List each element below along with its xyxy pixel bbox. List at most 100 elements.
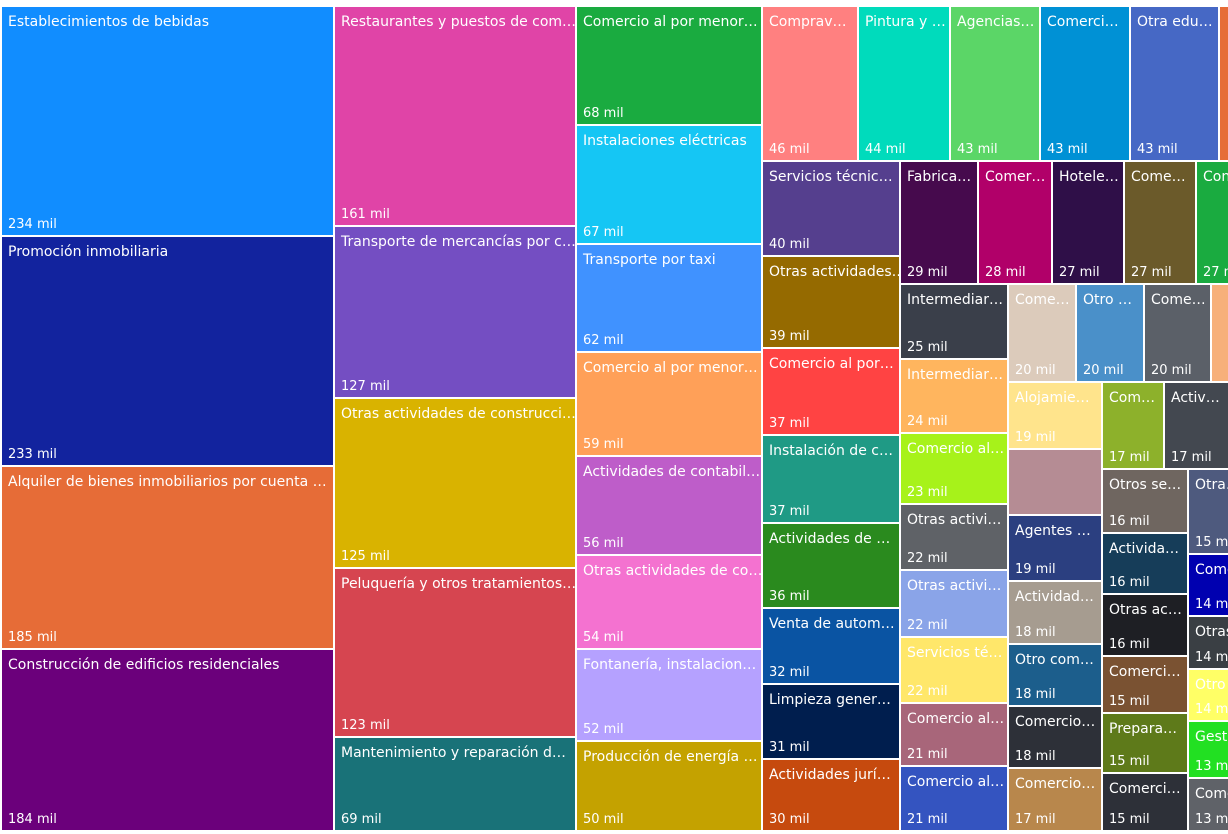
tile-decoration xyxy=(1212,285,1228,381)
value-label: 22 mil xyxy=(907,551,948,566)
value-label: 18 mil xyxy=(1015,625,1056,640)
tile: Construcción de edificios residenciales 1… xyxy=(2,650,333,830)
tile-label: Fontanería, instalacion… xyxy=(583,657,757,673)
value-label: 14 mil xyxy=(1195,597,1228,612)
tile-label: Comercio al por menor… xyxy=(583,360,758,376)
value-label: 27 mil xyxy=(1059,265,1100,280)
value-label: 14 mil xyxy=(1195,702,1228,717)
tile: Agentes … 19 mil xyxy=(1009,516,1101,580)
tile-label: Comercio al… xyxy=(907,441,1005,457)
tile: Otros se… 16 mil xyxy=(1103,470,1187,532)
value-label: 21 mil xyxy=(907,812,948,827)
tile-label: Pintura y … xyxy=(865,14,946,30)
tile-decoration xyxy=(1220,7,1228,160)
tile: Fontanería, instalacion… 52 mil xyxy=(577,650,761,740)
value-label: 39 mil xyxy=(769,329,810,344)
value-label: 27 mil xyxy=(1131,265,1172,280)
value-label: 50 mil xyxy=(583,812,624,827)
value-label: 13 mil xyxy=(1195,759,1228,774)
value-label: 69 mil xyxy=(341,812,382,827)
tile-label: Otro … xyxy=(1083,292,1132,308)
value-label: 18 mil xyxy=(1015,687,1056,702)
tile-label: Otras actividades… xyxy=(769,264,899,280)
value-label: 18 mil xyxy=(1015,749,1056,764)
tile: Servicios técnic… 40 mil xyxy=(763,162,899,255)
tile-label: Comerci… xyxy=(1047,14,1119,30)
tile-label: Actividad… xyxy=(1015,589,1094,605)
value-label: 16 mil xyxy=(1109,575,1150,590)
value-label: 30 mil xyxy=(769,812,810,827)
tile-label: Comercio al por… xyxy=(769,356,894,372)
tile-label: Servicios té… xyxy=(907,645,1003,661)
tile: Comercio al… 21 mil xyxy=(901,704,1007,765)
tile-label: Intermediar… xyxy=(907,367,1003,383)
tile-label: Comercio al… xyxy=(907,711,1005,727)
tile-label: Come… xyxy=(1151,292,1206,308)
value-label: 184 mil xyxy=(8,812,57,827)
tile: Instalaciones eléctricas 67 mil xyxy=(577,126,761,243)
tile-label: Hotele… xyxy=(1059,169,1119,185)
tile-decoration xyxy=(1009,450,1101,514)
tile: Alquiler de bienes inmobiliarios por cue… xyxy=(2,467,333,648)
tile: Comerci… 43 mil xyxy=(1041,7,1129,160)
value-label: 62 mil xyxy=(583,333,624,348)
tile: Otro … 20 mil xyxy=(1077,285,1143,381)
value-label: 15 mil xyxy=(1109,694,1150,709)
tile-label: Fabrica… xyxy=(907,169,972,185)
value-label: 20 mil xyxy=(1015,363,1056,378)
tile: Otras actividades de co… 54 mil xyxy=(577,556,761,648)
tile: Otras actividades… 39 mil xyxy=(763,257,899,347)
tile-label: Instalaciones eléctricas xyxy=(583,133,747,149)
value-label: 29 mil xyxy=(907,265,948,280)
value-label: 68 mil xyxy=(583,106,624,121)
tile: Otras activi… 22 mil xyxy=(901,571,1007,636)
tile: Comercio al… 23 mil xyxy=(901,434,1007,503)
tile-label: Comprav… xyxy=(769,14,847,30)
value-label: 22 mil xyxy=(907,618,948,633)
value-label: 46 mil xyxy=(769,142,810,157)
tile-label: Alojamie… xyxy=(1015,390,1090,406)
value-label: 127 mil xyxy=(341,379,390,394)
value-label: 17 mil xyxy=(1171,450,1212,465)
tile-label: Comercio al por menor… xyxy=(583,14,758,30)
tile: Comprav… 46 mil xyxy=(763,7,857,160)
tile: Comerci… 15 mil xyxy=(1103,657,1187,712)
tile-label: Agencias… xyxy=(957,14,1035,30)
value-label: 15 mil xyxy=(1109,754,1150,769)
tile: Activida… 16 mil xyxy=(1103,534,1187,593)
tile: Restaurantes y puestos de com… 161 mil xyxy=(335,7,575,225)
tile-label: Comercio… xyxy=(1015,714,1096,730)
tile: Actividades de … 36 mil xyxy=(763,524,899,607)
value-label: 44 mil xyxy=(865,142,906,157)
tile: Servicios té… 22 mil xyxy=(901,638,1007,702)
tile-label: Venta de autom… xyxy=(769,616,895,632)
tile: Transporte por taxi 62 mil xyxy=(577,245,761,351)
value-label: 19 mil xyxy=(1015,430,1056,445)
tile-label: Instalación de c… xyxy=(769,443,893,459)
value-label: 52 mil xyxy=(583,722,624,737)
tile: Instalación de c… 37 mil xyxy=(763,436,899,522)
value-label: 17 mil xyxy=(1015,812,1056,827)
value-label: 15 mil xyxy=(1195,535,1228,550)
tile: Pintura y … 44 mil xyxy=(859,7,949,160)
tile-label: Restaurantes y puestos de com… xyxy=(341,14,575,30)
tile-label: Otras activi… xyxy=(907,578,1002,594)
tile-label: Otras actividades de construcci… xyxy=(341,406,575,422)
value-label: 14 mil xyxy=(1195,650,1228,665)
tile: Transporte de mercancías por c… 127 mil xyxy=(335,227,575,397)
tile-label: Otros se… xyxy=(1109,477,1182,493)
tile: Come 14 mil xyxy=(1189,555,1228,615)
value-label: 54 mil xyxy=(583,630,624,645)
tile-label: Mantenimiento y reparación d… xyxy=(341,745,566,761)
tile: Gesti 13 mil xyxy=(1189,722,1228,777)
tile: Producción de energía … 50 mil xyxy=(577,742,761,830)
value-label: 13 mil xyxy=(1195,812,1228,827)
tile-label: Gesti xyxy=(1195,729,1228,745)
value-label: 21 mil xyxy=(907,747,948,762)
tile-label: Construcción de edificios residenciales xyxy=(8,657,280,673)
tile: Promoción inmobiliaria 233 mil xyxy=(2,237,333,465)
tile: Mantenimiento y reparación d… 69 mil xyxy=(335,738,575,830)
tile: Actividades jurí… 30 mil xyxy=(763,760,899,830)
tile-label: Otras xyxy=(1195,624,1228,640)
value-label: 20 mil xyxy=(1151,363,1192,378)
